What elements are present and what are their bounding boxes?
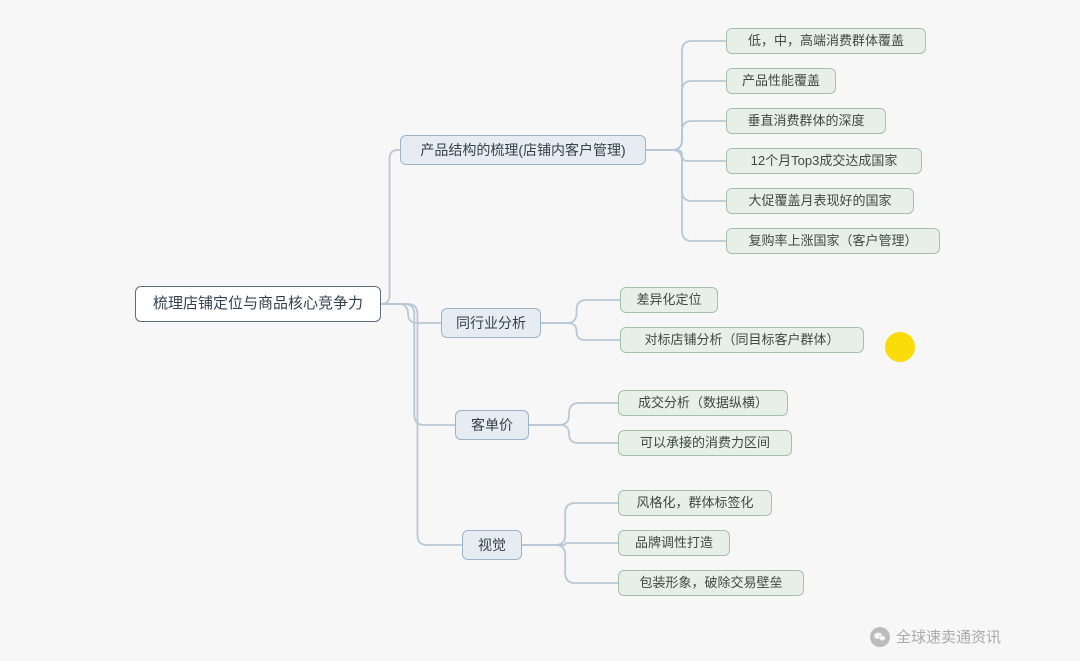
leaf-node-0-2: 垂直消费群体的深度 <box>726 108 886 134</box>
leaf-node-3-1: 品牌调性打造 <box>618 530 730 556</box>
leaf-node-0-5: 复购率上涨国家（客户管理） <box>726 228 940 254</box>
branch-node-1: 同行业分析 <box>441 308 541 338</box>
leaf-node-1-0: 差异化定位 <box>620 287 718 313</box>
branch-node-3: 视觉 <box>462 530 522 560</box>
leaf-node-0-0: 低，中，高端消费群体覆盖 <box>726 28 926 54</box>
leaf-node-3-0: 风格化，群体标签化 <box>618 490 772 516</box>
watermark: 全球速卖通资讯 <box>870 626 1001 647</box>
wechat-icon <box>870 627 890 647</box>
leaf-node-2-0: 成交分析（数据纵横） <box>618 390 788 416</box>
leaf-node-0-4: 大促覆盖月表现好的国家 <box>726 188 914 214</box>
leaf-node-2-1: 可以承接的消费力区间 <box>618 430 792 456</box>
leaf-node-0-1: 产品性能覆盖 <box>726 68 836 94</box>
root-node: 梳理店铺定位与商品核心竞争力 <box>135 286 381 322</box>
highlight-dot <box>885 332 915 362</box>
watermark-text: 全球速卖通资讯 <box>896 626 1001 647</box>
leaf-node-0-3: 12个月Top3成交达成国家 <box>726 148 922 174</box>
mindmap-canvas: 梳理店铺定位与商品核心竞争力 产品结构的梳理(店铺内客户管理) 低，中，高端消费群体… <box>0 0 1080 661</box>
leaf-node-3-2: 包装形象，破除交易壁垒 <box>618 570 804 596</box>
branch-node-2: 客单价 <box>455 410 529 440</box>
branch-node-0: 产品结构的梳理(店铺内客户管理) <box>400 135 646 165</box>
leaf-node-1-1: 对标店铺分析（同目标客户群体） <box>620 327 864 353</box>
